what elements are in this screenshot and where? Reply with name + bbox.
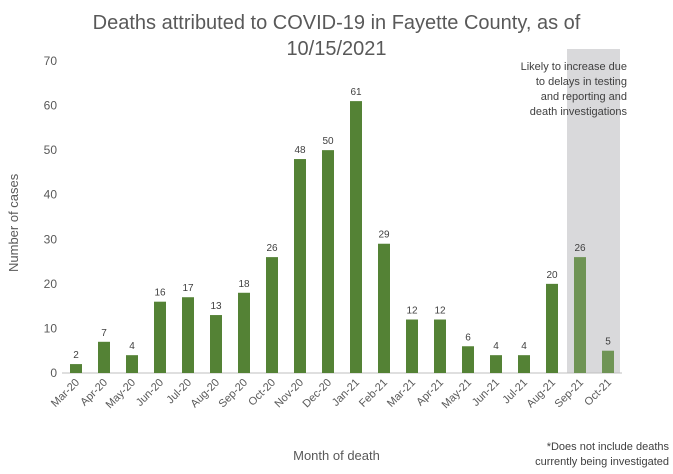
data-label: 26 bbox=[574, 243, 586, 254]
annotation-line: to delays in testing bbox=[535, 76, 627, 88]
data-label: 29 bbox=[378, 230, 390, 241]
footnote-line: currently being investigated bbox=[535, 456, 669, 468]
annotation-line: Likely to increase due bbox=[520, 61, 627, 73]
bar bbox=[294, 159, 306, 373]
chart-title-line-2: 10/15/2021 bbox=[286, 38, 387, 60]
data-label: 50 bbox=[322, 136, 334, 147]
y-tick-label: 70 bbox=[44, 54, 58, 68]
x-tick-label: May-20 bbox=[104, 377, 138, 411]
footnote: *Does not include deaths currently being… bbox=[469, 440, 669, 470]
bar bbox=[378, 243, 390, 373]
data-label: 7 bbox=[101, 328, 107, 339]
bar bbox=[266, 257, 278, 373]
bar bbox=[574, 257, 586, 373]
y-tick-label: 10 bbox=[44, 321, 58, 335]
bar bbox=[98, 341, 110, 373]
data-label: 12 bbox=[406, 306, 418, 317]
bar bbox=[350, 101, 362, 373]
data-label: 13 bbox=[210, 301, 222, 312]
x-tick-label: Aug-20 bbox=[189, 377, 223, 411]
x-tick-label: Sep-20 bbox=[217, 377, 251, 411]
x-tick-label: Mar-21 bbox=[385, 377, 418, 410]
bar bbox=[154, 301, 166, 373]
shaded-region-annotation: Likely to increase due to delays in test… bbox=[477, 60, 627, 120]
bar bbox=[462, 346, 474, 373]
x-tick-label: Jun-21 bbox=[470, 377, 502, 409]
data-label: 26 bbox=[266, 243, 278, 254]
x-tick-label: Mar-20 bbox=[49, 377, 82, 410]
footnote-line: *Does not include deaths bbox=[546, 441, 669, 453]
data-label: 48 bbox=[294, 145, 306, 156]
x-tick-label: Sep-21 bbox=[553, 377, 587, 411]
bar bbox=[322, 150, 334, 373]
data-label: 12 bbox=[434, 306, 446, 317]
data-label: 6 bbox=[465, 332, 471, 343]
y-tick-label: 20 bbox=[44, 277, 58, 291]
y-tick-label: 0 bbox=[50, 366, 57, 380]
y-tick-label: 40 bbox=[44, 188, 58, 202]
data-label: 4 bbox=[521, 341, 527, 352]
bar bbox=[126, 355, 138, 373]
x-tick-label: Oct-21 bbox=[582, 377, 614, 409]
x-axis-title: Month of death bbox=[293, 448, 380, 463]
data-label: 2 bbox=[73, 350, 79, 361]
y-axis-title-text: Number of cases bbox=[6, 173, 21, 272]
annotation-line: death investigations bbox=[529, 106, 627, 118]
bar bbox=[518, 355, 530, 373]
chart-title-line-1: Deaths attributed to COVID-19 in Fayette… bbox=[92, 12, 581, 34]
bar bbox=[70, 364, 82, 373]
bar bbox=[406, 319, 418, 373]
annotation-line: and reporting and bbox=[540, 91, 627, 103]
x-tick-label: Nov-20 bbox=[273, 377, 307, 411]
bar bbox=[182, 297, 194, 373]
bar bbox=[602, 350, 614, 373]
data-label: 18 bbox=[238, 279, 250, 290]
data-label: 4 bbox=[129, 341, 135, 352]
data-label: 20 bbox=[546, 270, 558, 281]
data-label: 17 bbox=[182, 283, 194, 294]
data-label: 4 bbox=[493, 341, 499, 352]
bar bbox=[490, 355, 502, 373]
bar bbox=[546, 283, 558, 373]
x-tick-label: May-21 bbox=[440, 377, 474, 411]
x-tick-label: Jan-21 bbox=[330, 377, 362, 409]
y-tick-label: 50 bbox=[44, 143, 58, 157]
y-axis-title: Number of cases bbox=[6, 174, 30, 272]
x-tick-label: Jun-20 bbox=[134, 377, 166, 409]
x-tick-label: Feb-21 bbox=[357, 377, 390, 410]
bar bbox=[210, 315, 222, 373]
bar bbox=[434, 319, 446, 373]
y-tick-label: 30 bbox=[44, 232, 58, 246]
data-label: 5 bbox=[605, 337, 611, 348]
x-tick-label: Aug-21 bbox=[525, 377, 559, 411]
bar bbox=[238, 292, 250, 373]
y-tick-label: 60 bbox=[44, 99, 58, 113]
x-tick-label: Dec-20 bbox=[301, 377, 335, 411]
data-label: 16 bbox=[154, 288, 166, 299]
data-label: 61 bbox=[350, 87, 362, 98]
